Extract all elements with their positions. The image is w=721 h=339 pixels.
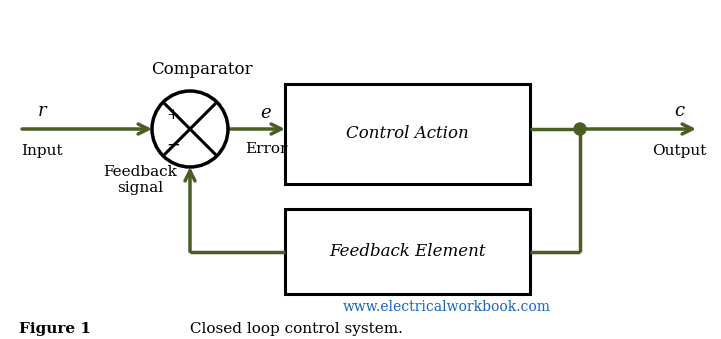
Text: www.electricalworkbook.com: www.electricalworkbook.com xyxy=(343,300,551,314)
Text: −: − xyxy=(166,137,180,154)
Text: c: c xyxy=(674,102,684,120)
Text: Closed loop control system.: Closed loop control system. xyxy=(185,322,403,336)
Circle shape xyxy=(574,123,586,135)
Text: Figure 1: Figure 1 xyxy=(19,322,91,336)
Text: Output: Output xyxy=(652,144,706,158)
Text: Feedback Element: Feedback Element xyxy=(329,243,486,260)
Text: Input: Input xyxy=(21,144,63,158)
Text: Control Action: Control Action xyxy=(346,125,469,142)
Bar xyxy=(285,84,530,184)
Text: Error: Error xyxy=(245,142,287,156)
Text: Comparator: Comparator xyxy=(151,60,253,78)
Text: Feedback
signal: Feedback signal xyxy=(103,165,177,195)
Text: e: e xyxy=(261,104,271,122)
Text: +: + xyxy=(167,107,180,122)
Text: r: r xyxy=(37,102,46,120)
Bar xyxy=(285,209,530,294)
